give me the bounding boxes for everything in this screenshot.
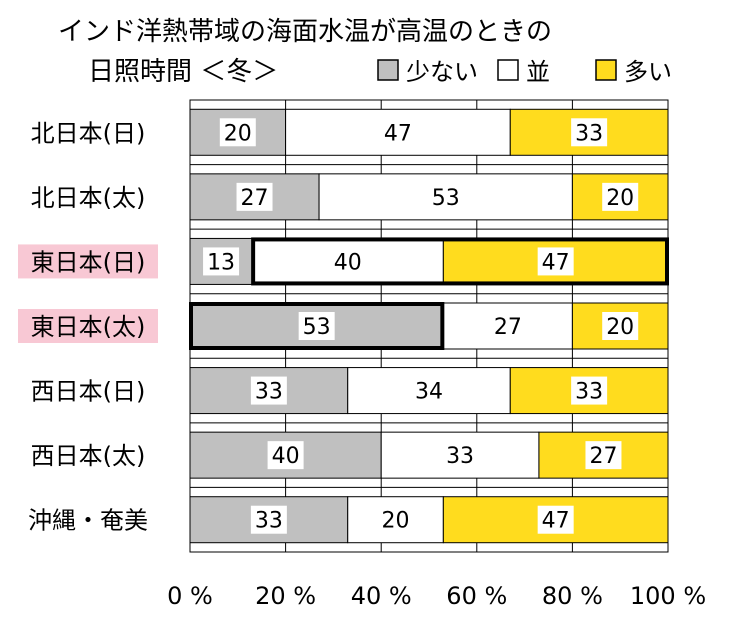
chart-title-line1: インド洋熱帯域の海面水温が高温のときの [58, 17, 552, 47]
x-tick-label: 80 % [542, 582, 603, 610]
data-label-bg [298, 312, 335, 340]
data-label-bg [537, 247, 574, 276]
category-label: 東日本(日) [31, 248, 146, 276]
x-tick-label: 60 % [446, 582, 507, 610]
data-label-bg [250, 376, 287, 405]
data-label-bg [379, 118, 416, 147]
x-tick-label: 20 % [255, 582, 316, 610]
data-label-bg [267, 441, 304, 470]
data-label-bg [571, 118, 608, 147]
category-label: 西日本(太) [31, 442, 146, 470]
emphasis-box [189, 302, 445, 350]
legend-swatch [595, 59, 617, 81]
legend-label: 多い [624, 58, 672, 86]
x-tick-label: 100 % [630, 582, 706, 610]
data-label-bg [377, 505, 414, 534]
category-label: 西日本(日) [31, 378, 146, 406]
data-label-bg [411, 376, 447, 405]
data-label: 33 [575, 380, 603, 405]
data-label-bg [442, 441, 479, 470]
bar-segment [318, 173, 573, 221]
data-label-bg [585, 441, 622, 470]
highlights [189, 237, 669, 350]
data-label: 53 [432, 186, 460, 211]
category-highlight [18, 244, 158, 279]
emphasis-box [251, 237, 669, 286]
legend-swatch [497, 59, 519, 81]
data-label-bg [219, 118, 256, 147]
data-label-bg [236, 182, 273, 211]
data-label: 33 [446, 444, 474, 469]
data-label-bg [571, 376, 608, 405]
data-label-bg [489, 312, 526, 340]
legend-label: 並 [526, 58, 550, 86]
chart-title-line2: 日照時間 ＜冬＞ [88, 57, 278, 87]
data-label: 27 [241, 186, 269, 211]
data-label: 20 [606, 186, 634, 211]
data-label-bg [329, 247, 366, 276]
bars: 20 47 33 27 53 20 13 40 47 53 27 20 33 34 33 40 33 27 33 20… [189, 108, 669, 544]
data-label-bg [250, 505, 287, 534]
bar-segment [285, 108, 511, 156]
data-label: 40 [272, 444, 300, 469]
x-tick-label: 0 % [167, 582, 213, 610]
data-label: 20 [382, 509, 410, 534]
data-label-bg [602, 182, 639, 211]
data-label: 13 [207, 250, 235, 275]
data-label-bg [537, 505, 574, 534]
data-label-bg [203, 247, 240, 276]
legend-swatch [377, 59, 399, 81]
category-label: 沖縄・奄美 [28, 507, 148, 535]
data-label: 33 [255, 509, 283, 534]
data-label-bg [427, 182, 464, 211]
data-label: 47 [542, 509, 570, 534]
category-label: 東日本(太) [31, 313, 146, 341]
data-label: 27 [494, 315, 522, 340]
data-label: 33 [575, 121, 603, 146]
data-label: 40 [334, 250, 362, 275]
data-label: 47 [542, 250, 570, 275]
category-highlight [18, 309, 158, 343]
x-tick-label: 40 % [351, 582, 412, 610]
data-label-bg [602, 312, 639, 340]
data-label: 20 [224, 121, 252, 146]
category-labels: 北日本(日) 北日本(太) 東日本(日) 東日本(太) 西日本(日) 西日本(太) 沖縄・奄… [18, 119, 158, 535]
legend: 少ない 並 多い [377, 58, 672, 86]
data-label: 53 [303, 315, 331, 340]
legend-label: 少ない [406, 58, 478, 86]
category-label: 北日本(日) [31, 119, 146, 147]
x-tick-labels: 0 % 20 % 40 % 60 % 80 % 100 % [167, 582, 706, 610]
data-label: 34 [415, 380, 443, 405]
data-label: 33 [255, 380, 283, 405]
data-label: 27 [589, 444, 617, 469]
category-label: 北日本(太) [31, 184, 146, 212]
data-label: 20 [606, 315, 634, 340]
data-label: 47 [384, 121, 412, 146]
